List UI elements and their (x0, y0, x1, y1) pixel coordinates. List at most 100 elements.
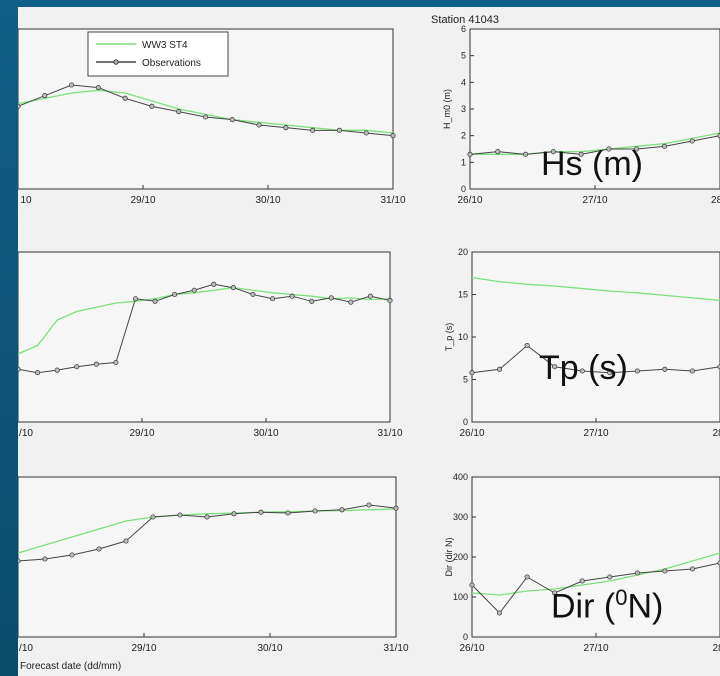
dir-right-ytick-label: 200 (453, 552, 468, 562)
callout-dir: Dir (0N) (551, 587, 664, 626)
tp-left-obs-point (328, 295, 334, 301)
hs-left-obs-point (229, 117, 235, 123)
tp-left-obs-point (54, 367, 60, 373)
hs-left-xtick-label: 30/10 (255, 195, 280, 206)
callout-dir-suffix: N) (627, 587, 664, 626)
tp-right-ytick-label: 20 (458, 247, 468, 257)
dir-right-xtick-label: 26/10 (459, 643, 484, 654)
dir-left-obs-point (393, 505, 399, 511)
hs-right-ytick-label: 1 (461, 157, 466, 167)
dir-right-model-line (471, 552, 720, 596)
hs-right-xtick-label: 27/10 (582, 195, 607, 206)
plots-svg: Station 41043 10 29/10 30/10 31/10 0 1 2 3 4 5 6 H_m… (18, 14, 720, 672)
dir-left-obs-point (285, 510, 291, 516)
tp-left-obs-point (309, 298, 315, 304)
dir-right-obs-point (497, 610, 503, 616)
tp-left-obs-point (35, 370, 41, 376)
tp-right-frame (471, 251, 720, 423)
hs-left-obs-point (256, 122, 262, 128)
dir-right-obs-point (579, 578, 585, 584)
hs-right-xtick-label: 28/ (711, 195, 720, 206)
legend-label: WW3 ST4 (142, 40, 188, 51)
hs-right-ytick-label: 5 (461, 51, 466, 61)
hs-right-obs-point (606, 146, 612, 152)
tp-right-obs-point (469, 370, 475, 376)
dir-left-obs-point (258, 509, 264, 515)
hs-right-ytick-label: 0 (461, 184, 466, 194)
tp-right-obs-point (689, 368, 695, 374)
dir-left-obs-point (42, 556, 48, 562)
hs-right-xtick-label: 26/10 (457, 195, 482, 206)
hs-left-obs-point (69, 82, 75, 88)
tp-right-obs-point (497, 366, 503, 372)
hs-left-xtick-label: 29/10 (130, 195, 155, 206)
tp-right-obs-point (524, 342, 530, 349)
dir-left-obs-point (18, 558, 21, 564)
hs-left-obs-point (283, 125, 289, 131)
hs-left-xtick-label: 31/10 (380, 195, 405, 206)
hs-left-obs-point (336, 127, 342, 133)
tp-right-obs-point (662, 366, 668, 372)
dir-left-obs-point (339, 507, 345, 513)
tp-left-xtick-label: /10 (19, 428, 33, 439)
dir-left-obs-point (204, 514, 210, 520)
tp-left-obs-point (191, 287, 197, 293)
tp-left-obs-point (211, 281, 217, 287)
tp-left-obs-point (93, 361, 99, 367)
dir-left-obs-point (312, 508, 318, 514)
tp-left-obs-point (269, 296, 276, 302)
tp-left-obs-point (18, 366, 21, 372)
figure-title: Station 41043 (431, 14, 499, 26)
hs-left-obs-point (202, 114, 209, 120)
dir-right-obs-point (524, 574, 530, 580)
tp-right-obs-point (552, 364, 558, 370)
dir-right-xtick-label: 28 (712, 643, 720, 654)
tp-left-obs-point (289, 293, 295, 299)
dir-left-obs-point (96, 546, 102, 552)
callout-tp: Tp (s) (539, 349, 628, 387)
dir-right-obs-point (689, 566, 695, 572)
callout-dir-prefix: Dir ( (551, 587, 616, 626)
dir-left-obs-point (123, 538, 129, 544)
dir-left-frame (18, 476, 397, 638)
tp-left-obs-point (113, 359, 119, 366)
tp-left-obs-point (367, 293, 373, 299)
tp-left-obs-point (348, 299, 354, 305)
hs-right-ylabel: H_m0 (m) (442, 89, 452, 129)
legend-box (87, 31, 229, 77)
tp-right-obs-line (471, 344, 720, 374)
dir-right-obs-point (662, 568, 668, 574)
dir-left-xtick-label: 30/10 (257, 643, 282, 654)
hs-right-ytick-label: 4 (461, 77, 466, 87)
hs-right-obs-point (495, 149, 501, 155)
hs-left-obs-point (176, 109, 182, 115)
tp-left-xtick-label: 29/10 (129, 428, 154, 439)
dir-right-ytick-label: 0 (463, 632, 468, 642)
hs-left-obs-point (95, 85, 101, 91)
legend-marker (113, 59, 119, 65)
tp-left-obs-point (132, 296, 139, 302)
hs-right-obs-point (523, 151, 529, 157)
tp-right-ytick-label: 0 (463, 417, 468, 427)
hs-left-obs-point (42, 93, 48, 99)
dir-left-model-line (18, 508, 397, 554)
tp-right-obs-point (634, 368, 640, 374)
hs-right-obs-point (578, 151, 584, 157)
hs-right-model-line (470, 132, 720, 155)
hs-right-ytick-label: 3 (461, 104, 466, 114)
x-axis-label: Forecast date (dd/mm) (20, 661, 121, 672)
dir-right-ytick-label: 300 (453, 512, 468, 522)
tp-right-model-line (471, 276, 720, 302)
dir-left-xtick-label: /10 (19, 643, 33, 654)
dir-left-obs-point (177, 512, 183, 518)
hs-left-xtick-label: 10 (20, 195, 32, 206)
hs-left-frame (18, 28, 394, 190)
tp-left-obs-point (230, 285, 236, 291)
tp-right-xtick-label: 28 (712, 428, 720, 439)
tp-right-ytick-label: 5 (463, 375, 468, 385)
dir-right-ytick-label: 100 (453, 592, 468, 602)
dir-right-frame (471, 476, 720, 638)
tp-right-ytick-label: 15 (458, 290, 468, 300)
tp-right-ylabel: T_p (s) (444, 323, 454, 352)
